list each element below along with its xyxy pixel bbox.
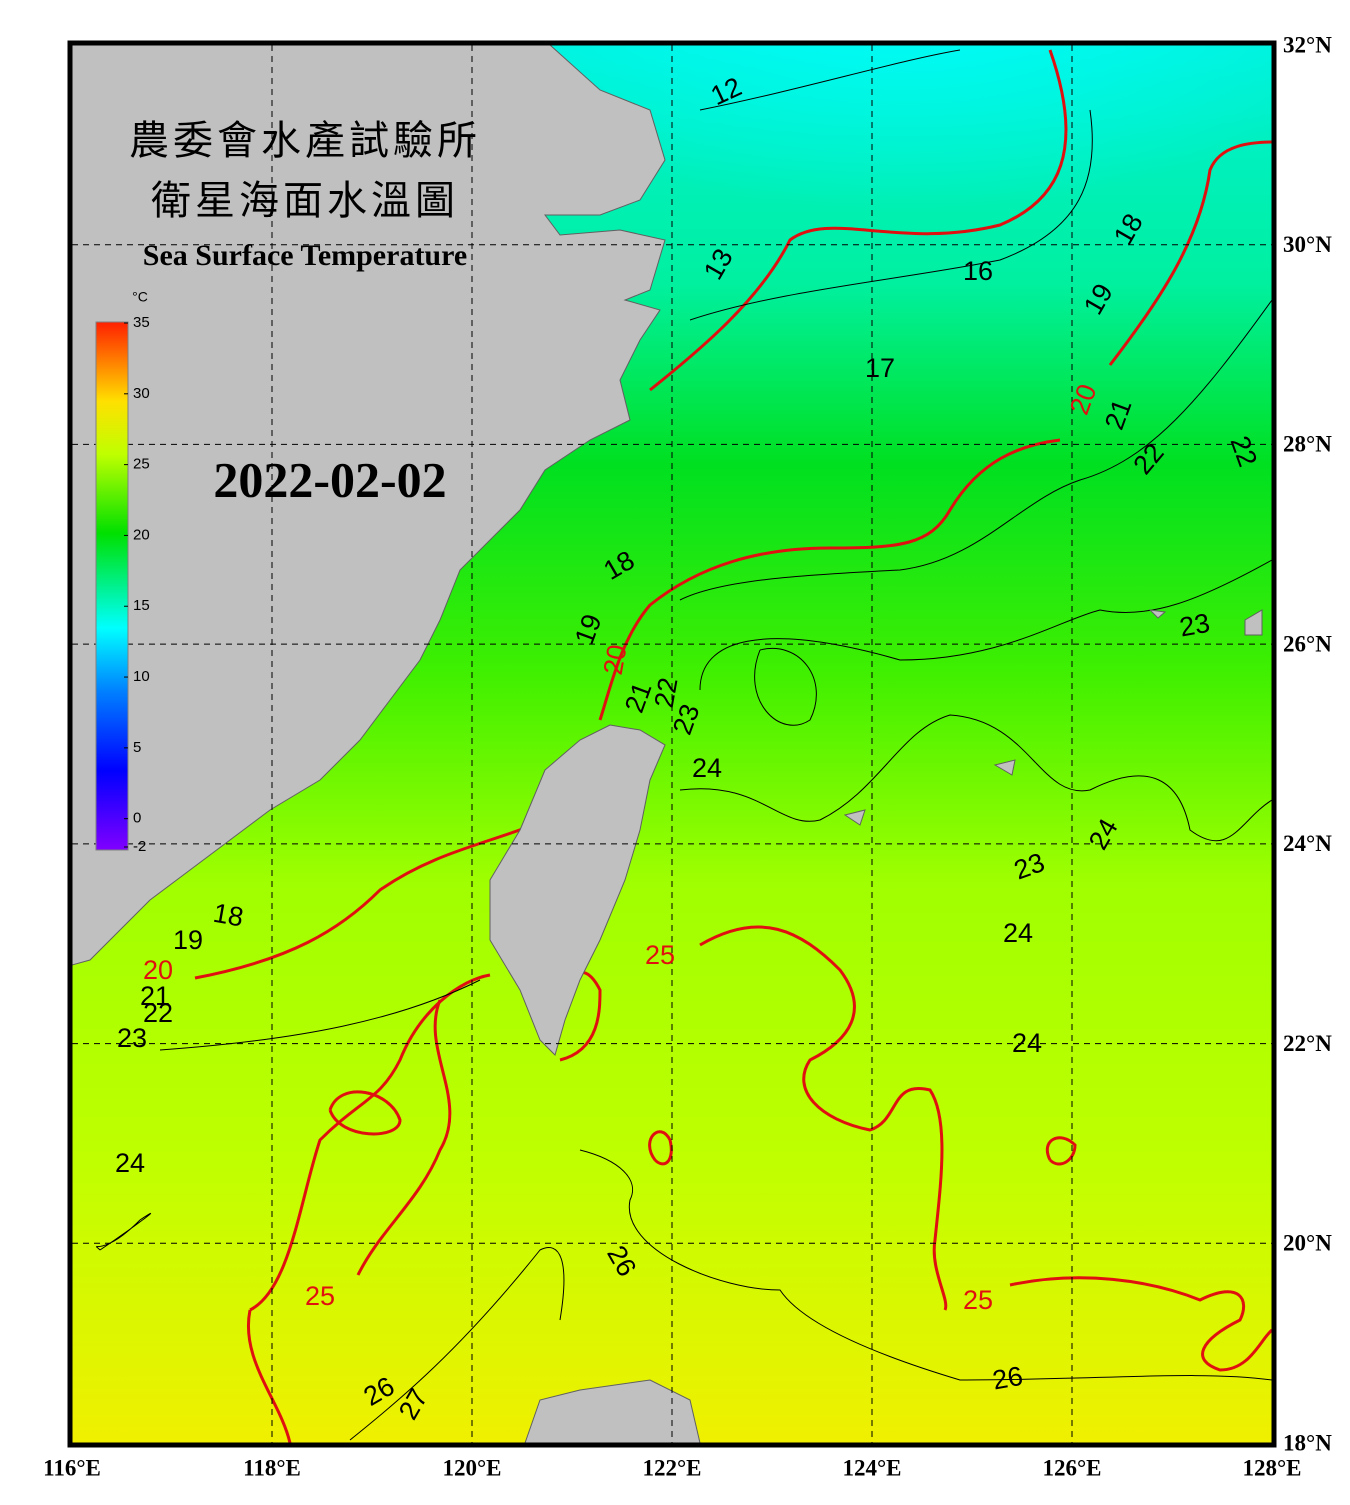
lat-tick-label: 22°N: [1283, 1031, 1332, 1056]
colorbar-ticks: 35 30 25 20 15 10 5 0 -2: [124, 314, 150, 855]
lat-tick-label: 32°N: [1283, 32, 1332, 57]
black-isotherms: [95, 49, 1272, 1441]
colorbar-tick-label: -2: [133, 838, 146, 855]
lon-tick-label: 116°E: [43, 1455, 101, 1480]
land: [72, 45, 1263, 1443]
lon-tick-label: 118°E: [243, 1455, 301, 1480]
date: 2022-02-02: [213, 451, 446, 507]
contour-label: 24: [1012, 1028, 1042, 1058]
colorbar-tick-label: 25: [133, 456, 150, 473]
lat-tick-label: 24°N: [1283, 831, 1332, 856]
contour-label: 18: [211, 898, 246, 933]
contour-label: 23: [1177, 608, 1212, 643]
lat-tick-label: 30°N: [1283, 232, 1332, 257]
title-line: 農委會水產試驗所: [129, 118, 481, 163]
contour-label: 21: [140, 981, 170, 1011]
map-area: [72, 45, 1272, 1443]
contour-label: 25: [645, 940, 675, 970]
graticule: [72, 45, 1272, 1443]
tick-labels: 116°E 118°E 120°E 122°E 124°E 126°E 128°E18°N 2…: [43, 32, 1332, 1480]
ryukyu-islands: [843, 609, 1263, 826]
contour-label: 17: [865, 353, 895, 383]
colorbar-tick-label: 0: [133, 810, 141, 827]
lon-tick-label: 120°E: [442, 1455, 501, 1480]
subtitle: Sea Surface Temperature: [143, 239, 467, 272]
china-coast: [72, 45, 666, 966]
lat-tick-label: 26°N: [1283, 631, 1332, 656]
colorbar-tick-label: 5: [133, 739, 141, 756]
taiwan: [489, 724, 666, 1056]
contour-label: 25: [305, 1281, 335, 1311]
title-line: 衛星海面水溫圖: [151, 178, 459, 223]
contour-label: 16: [963, 256, 993, 286]
map-frame: [67, 40, 1277, 1448]
lat-tick-label: 20°N: [1283, 1231, 1332, 1256]
lon-tick-label: 124°E: [842, 1455, 901, 1480]
contour-label: 23: [117, 1023, 147, 1053]
lon-tick-label: 126°E: [1042, 1455, 1101, 1480]
colorbar-tick-label: 10: [133, 668, 150, 685]
colorbar-tick-label: 35: [133, 314, 150, 331]
contour-label: 19: [173, 925, 203, 955]
contour-label: 20: [598, 642, 633, 677]
lat-tick-label: 28°N: [1283, 432, 1332, 457]
colorbar-tick-label: 20: [133, 526, 150, 543]
contour-label: 24: [692, 753, 722, 783]
lon-tick-label: 122°E: [642, 1455, 701, 1480]
red-isotherms: [194, 49, 1272, 1443]
lon-tick-label: 128°E: [1242, 1455, 1301, 1480]
cold-water: [480, 45, 1272, 290]
contour-label: 22: [143, 998, 173, 1028]
contour-label: 24: [115, 1148, 145, 1178]
colorbar: [95, 321, 129, 851]
colorbar-tick-label: 30: [133, 385, 150, 402]
contour-label: 20: [143, 955, 173, 985]
contour-label: 24: [1003, 918, 1033, 948]
lat-tick-label: 18°N: [1283, 1430, 1332, 1455]
contour-label: 22: [649, 675, 684, 710]
contour-label: 25: [963, 1285, 993, 1315]
colorbar-tick-label: 15: [133, 597, 150, 614]
contour-label: 26: [990, 1361, 1025, 1396]
colorbar-unit: °C: [132, 289, 148, 305]
luzon: [524, 1379, 701, 1443]
